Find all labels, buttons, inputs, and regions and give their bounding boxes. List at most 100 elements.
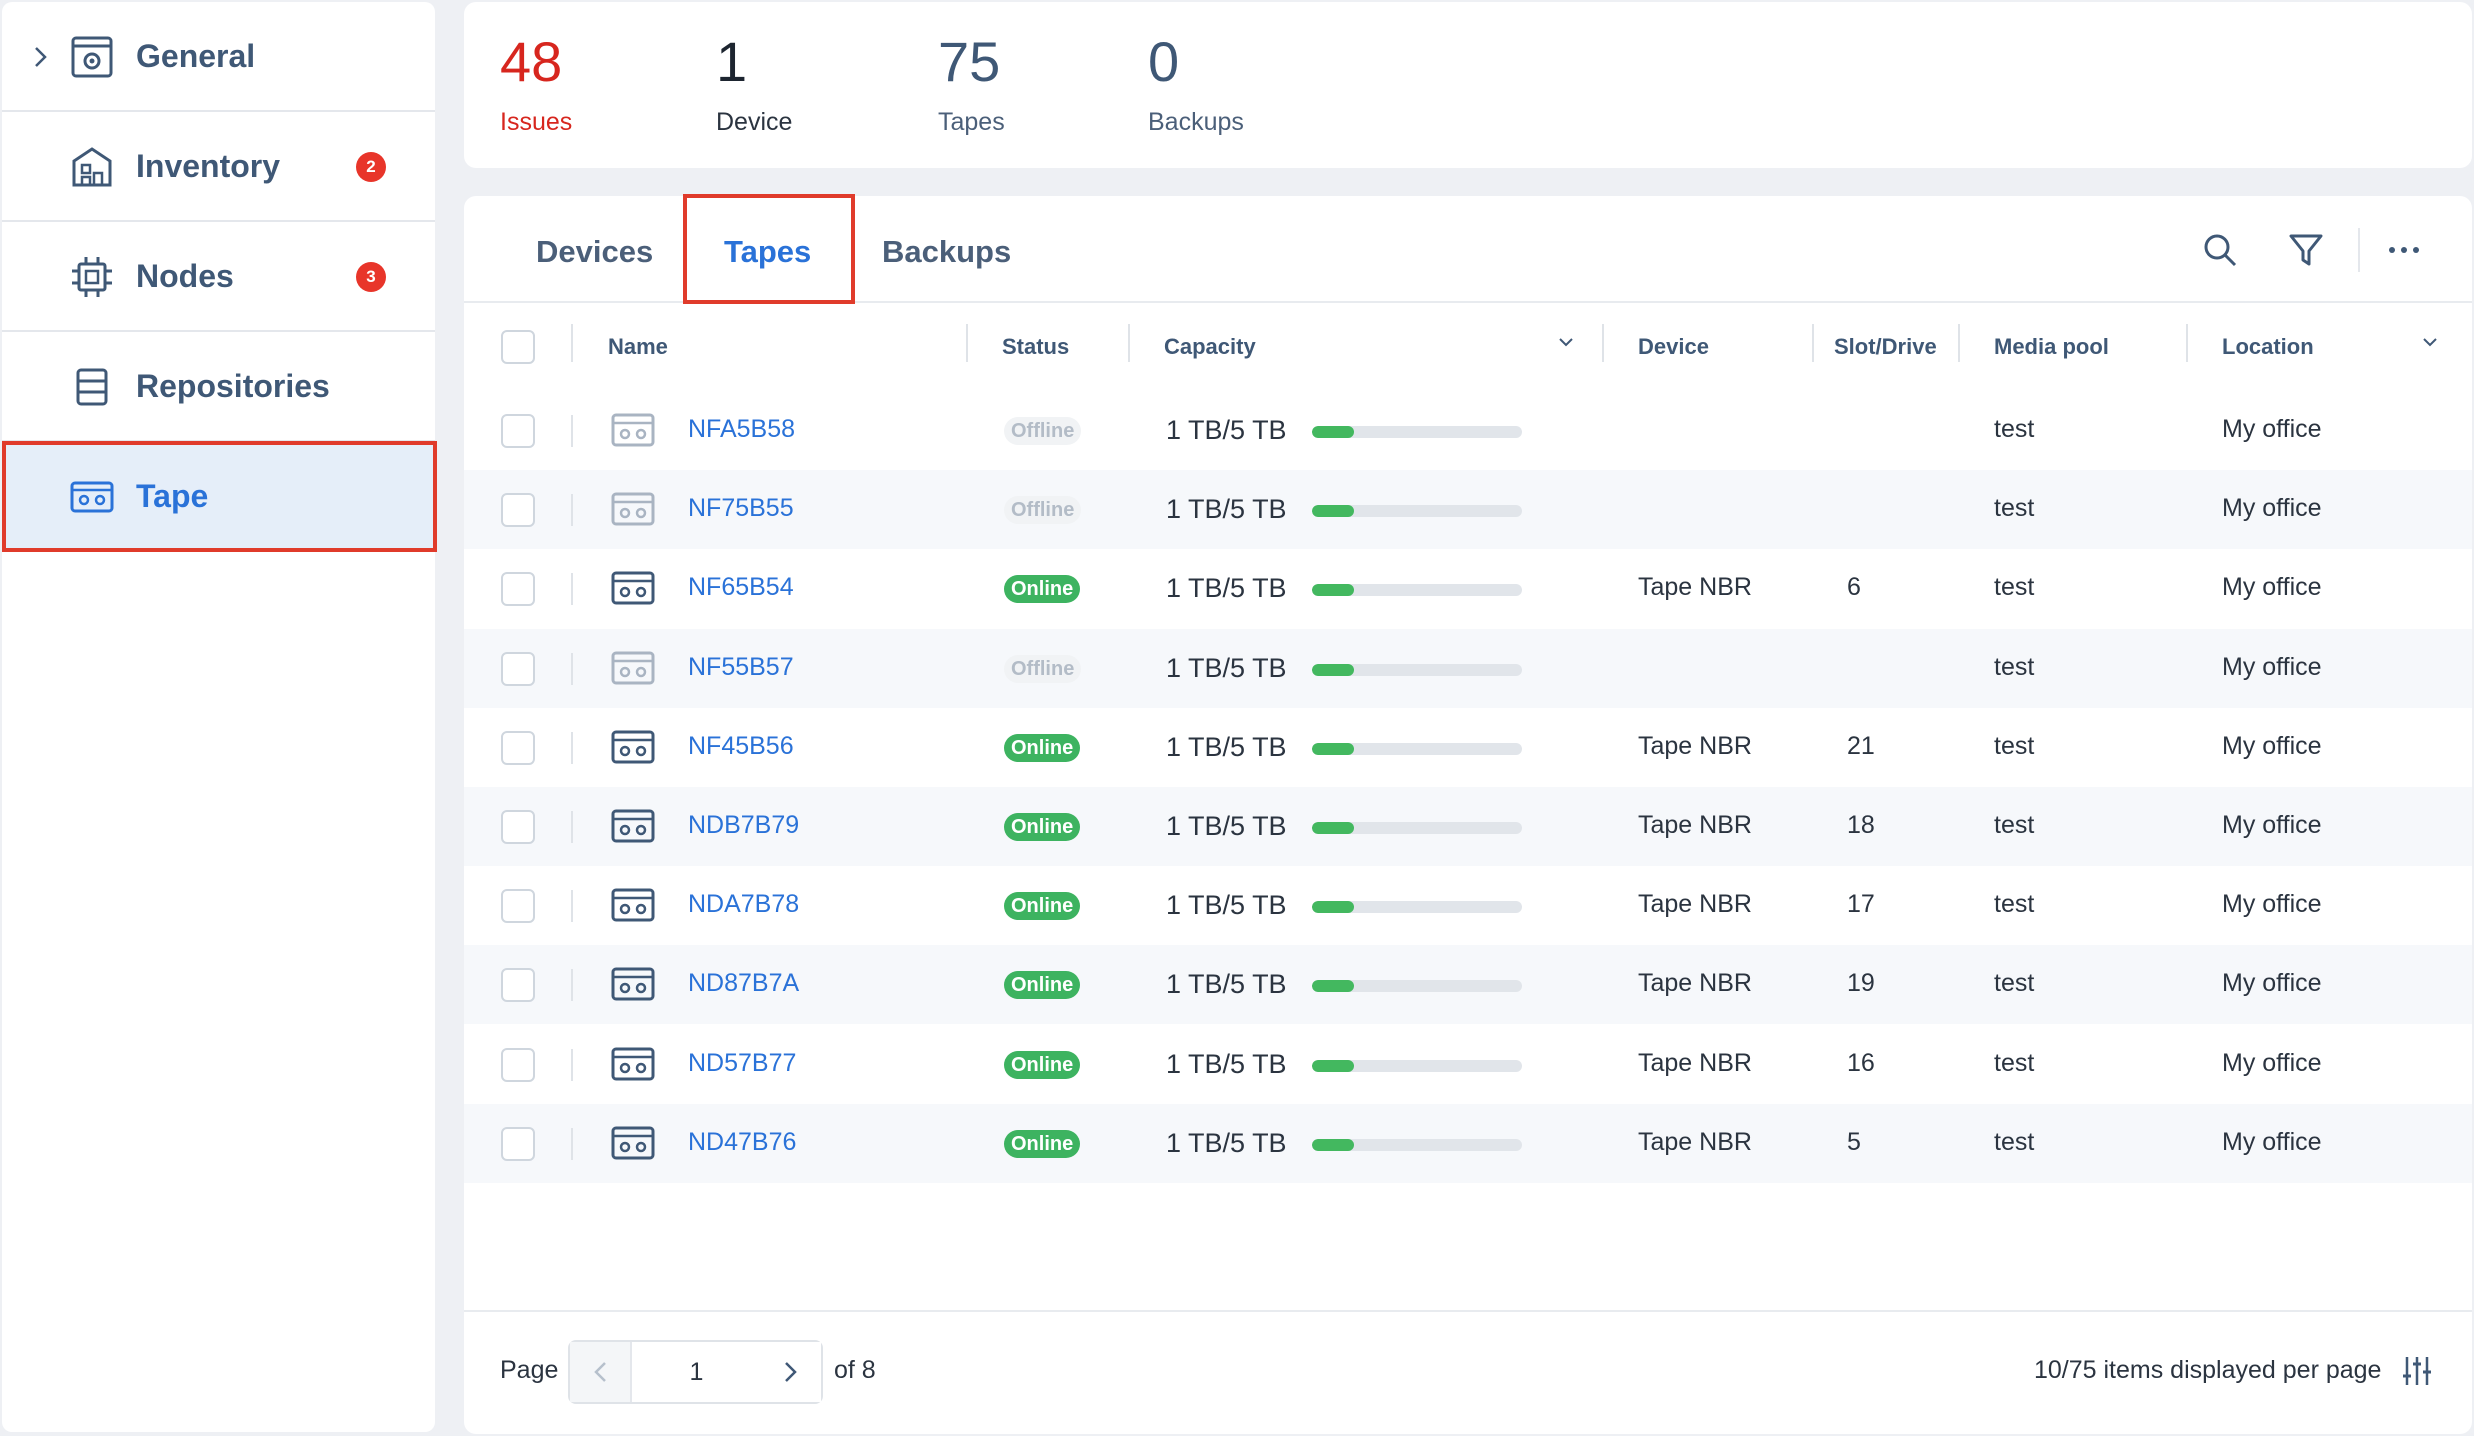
column-header-slot-drive[interactable]: Slot/Drive xyxy=(1834,334,1937,359)
row-checkbox[interactable] xyxy=(501,572,535,607)
status-badge: Online xyxy=(1004,892,1081,921)
sidebar-item-repositories[interactable]: Repositories xyxy=(2,332,435,442)
tape-name-link[interactable]: NDA7B78 xyxy=(688,890,800,919)
database-icon xyxy=(76,368,108,406)
column-divider xyxy=(966,324,968,362)
tab-tapes[interactable]: Tapes xyxy=(724,234,812,269)
row-checkbox[interactable] xyxy=(501,1126,535,1161)
capacity-bar xyxy=(1312,1138,1522,1151)
row-checkbox[interactable] xyxy=(501,730,535,765)
table-row[interactable]: NF75B55 Offline 1 TB/5 TB test My office xyxy=(464,470,2472,550)
device-cell: Tape NBR xyxy=(1638,1127,1752,1156)
table-row[interactable]: NF55B57 Offline 1 TB/5 TB test My office xyxy=(464,628,2472,708)
capacity-text: 1 TB/5 TB xyxy=(1166,415,1287,445)
row-checkbox[interactable] xyxy=(501,493,535,528)
table-row[interactable]: NDB7B79 Online 1 TB/5 TB Tape NBR 18 test My o… xyxy=(464,787,2472,866)
tape-name-link[interactable]: NF65B54 xyxy=(688,573,794,602)
media-pool-cell: test xyxy=(1994,1048,2035,1077)
sidebar: General Inventory 2 Nodes 3 Repositories xyxy=(2,2,435,1432)
select-all-checkbox[interactable] xyxy=(501,330,535,364)
media-pool-cell: test xyxy=(1994,494,2035,523)
capacity-bar-fill xyxy=(1312,1138,1354,1151)
column-header-status[interactable]: Status xyxy=(1002,334,1070,359)
more-icon[interactable] xyxy=(2384,230,2424,270)
table-row[interactable]: ND57B77 Online 1 TB/5 TB Tape NBR 16 test My o… xyxy=(464,1025,2472,1104)
column-header-name[interactable]: Name xyxy=(608,334,668,359)
stat-issues[interactable]: 48 Issues xyxy=(500,30,572,137)
location-cell: My office xyxy=(2222,1048,2322,1077)
chevron-down-icon[interactable] xyxy=(1556,332,1576,352)
column-header-location[interactable]: Location xyxy=(2222,334,2314,359)
tab-backups[interactable]: Backups xyxy=(882,234,1012,269)
tape-name-link[interactable]: NF75B55 xyxy=(688,494,794,523)
status-badge: Offline xyxy=(1004,417,1082,445)
sidebar-item-inventory[interactable]: Inventory 2 xyxy=(2,112,435,222)
slot-drive-cell: 17 xyxy=(1847,890,1875,919)
chevron-down-icon[interactable] xyxy=(2420,332,2440,352)
previous-page-button[interactable] xyxy=(570,1342,632,1402)
tape-name-link[interactable]: NFA5B58 xyxy=(688,415,796,443)
capacity-bar-fill xyxy=(1312,980,1354,993)
column-header-media-pool[interactable]: Media pool xyxy=(1994,334,2109,359)
pagination-control xyxy=(568,1340,823,1404)
column-settings-icon[interactable] xyxy=(2400,1354,2434,1388)
table-row[interactable]: NFA5B58 Offline 1 TB/5 TB test My office xyxy=(464,391,2472,470)
capacity-text: 1 TB/5 TB xyxy=(1166,969,1287,1000)
row-checkbox[interactable] xyxy=(501,968,535,1003)
status-badge: Online xyxy=(1004,1050,1081,1079)
row-checkbox[interactable] xyxy=(501,651,535,686)
tape-icon xyxy=(611,888,655,922)
status-badge: Online xyxy=(1004,1129,1081,1158)
tape-icon xyxy=(70,481,114,513)
building-icon xyxy=(72,147,112,187)
tape-name-link[interactable]: NDB7B79 xyxy=(688,811,800,839)
device-cell: Tape NBR xyxy=(1638,731,1752,760)
divider xyxy=(464,1310,2472,1312)
table-row[interactable]: ND87B7A Online 1 TB/5 TB Tape NBR 19 test My o… xyxy=(464,945,2472,1025)
row-checkbox[interactable] xyxy=(501,414,535,448)
table-row[interactable]: ND47B76 Online 1 TB/5 TB Tape NBR 5 test My of… xyxy=(464,1103,2472,1183)
tape-name-link[interactable]: ND57B77 xyxy=(688,1048,797,1077)
tape-name-link[interactable]: ND47B76 xyxy=(688,1127,797,1156)
sidebar-item-label: General xyxy=(136,38,256,74)
stat-backups[interactable]: 0 Backups xyxy=(1148,30,1244,137)
chevron-right-icon[interactable] xyxy=(30,44,52,70)
row-checkbox[interactable] xyxy=(501,889,535,924)
tab-devices[interactable]: Devices xyxy=(536,234,654,269)
stat-tapes[interactable]: 75 Tapes xyxy=(938,30,1005,137)
location-cell: My office xyxy=(2222,1127,2322,1156)
table-row[interactable]: NF45B56 Online 1 TB/5 TB Tape NBR 21 test My o… xyxy=(464,708,2472,787)
table-row[interactable]: NF65B54 Online 1 TB/5 TB Tape NBR 6 test My of… xyxy=(464,549,2472,628)
row-checkbox[interactable] xyxy=(501,810,535,844)
column-divider xyxy=(571,731,573,764)
tape-icon xyxy=(611,492,655,526)
column-divider xyxy=(571,652,573,685)
tape-name-link[interactable]: NF45B56 xyxy=(688,731,794,760)
search-icon[interactable] xyxy=(2200,230,2240,270)
tape-name-link[interactable]: NF55B57 xyxy=(688,652,794,681)
stat-device[interactable]: 1 Device xyxy=(716,30,792,137)
column-header-capacity[interactable]: Capacity xyxy=(1164,334,1256,359)
tapes-panel: Devices Tapes Backups Name Status Capaci… xyxy=(464,196,2472,1434)
tape-name-link[interactable]: ND87B7A xyxy=(688,969,800,998)
filter-icon[interactable] xyxy=(2286,230,2326,270)
capacity-bar xyxy=(1312,1059,1522,1072)
chevron-right-icon xyxy=(785,1362,797,1382)
capacity-text: 1 TB/5 TB xyxy=(1166,573,1287,604)
row-checkbox[interactable] xyxy=(501,1047,535,1082)
device-cell: Tape NBR xyxy=(1638,573,1752,602)
device-cell: Tape NBR xyxy=(1638,1048,1752,1077)
issue-count-badge: 2 xyxy=(356,152,386,182)
stat-value: 75 xyxy=(938,30,1001,93)
capacity-text: 1 TB/5 TB xyxy=(1166,652,1287,683)
column-divider xyxy=(571,1127,573,1160)
column-header-device[interactable]: Device xyxy=(1638,334,1709,359)
page-number-input[interactable] xyxy=(634,1342,759,1402)
table-row[interactable]: NDA7B78 Online 1 TB/5 TB Tape NBR 17 test My o… xyxy=(464,866,2472,945)
sidebar-item-tape[interactable]: Tape xyxy=(2,442,435,552)
next-page-button[interactable] xyxy=(759,1342,821,1402)
capacity-bar xyxy=(1312,822,1522,834)
location-cell: My office xyxy=(2222,969,2322,998)
sidebar-item-nodes[interactable]: Nodes 3 xyxy=(2,222,435,332)
sidebar-item-general[interactable]: General xyxy=(2,2,435,112)
